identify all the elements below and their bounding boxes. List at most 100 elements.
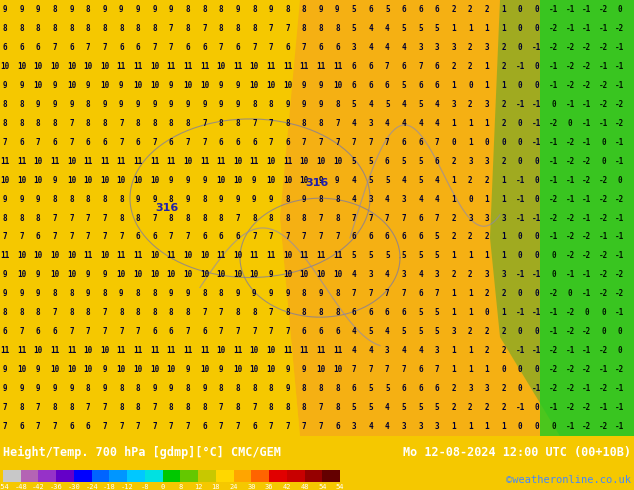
Text: 3: 3 <box>485 270 489 279</box>
Text: -18: -18 <box>103 484 116 490</box>
Text: -1: -1 <box>549 308 558 317</box>
Text: -1: -1 <box>582 100 592 109</box>
Text: 9: 9 <box>136 5 140 14</box>
Text: 6: 6 <box>285 138 290 147</box>
Text: 5: 5 <box>385 384 390 393</box>
Text: 5: 5 <box>435 232 439 242</box>
Text: 8: 8 <box>169 195 174 204</box>
Text: 9: 9 <box>252 289 257 298</box>
Text: 8: 8 <box>285 195 290 204</box>
Text: 8: 8 <box>53 119 57 128</box>
Text: 2: 2 <box>485 232 489 242</box>
Text: 7: 7 <box>335 232 340 242</box>
Text: 2: 2 <box>485 5 489 14</box>
Bar <box>269 470 287 482</box>
Text: 11: 11 <box>167 251 176 260</box>
Text: 0: 0 <box>534 157 539 166</box>
Text: 9: 9 <box>36 384 41 393</box>
Text: 7: 7 <box>235 214 240 222</box>
Text: 7: 7 <box>285 422 290 431</box>
Text: 8: 8 <box>86 5 91 14</box>
Text: 8: 8 <box>269 384 273 393</box>
Text: -1: -1 <box>549 403 558 412</box>
Text: 8: 8 <box>3 214 8 222</box>
Text: 3: 3 <box>352 422 356 431</box>
Text: 0: 0 <box>534 327 539 336</box>
Text: 6: 6 <box>418 365 423 374</box>
Text: 7: 7 <box>152 138 157 147</box>
Text: 8: 8 <box>285 214 290 222</box>
Text: 10: 10 <box>100 62 109 71</box>
Text: 9: 9 <box>318 176 323 185</box>
Text: 7: 7 <box>368 365 373 374</box>
Text: 0: 0 <box>534 24 539 33</box>
Text: 8: 8 <box>86 24 91 33</box>
Text: 7: 7 <box>119 232 124 242</box>
Text: -2: -2 <box>566 384 575 393</box>
Text: 9: 9 <box>186 195 190 204</box>
Text: 9: 9 <box>103 5 107 14</box>
Text: 10: 10 <box>200 81 209 90</box>
Text: 7: 7 <box>235 422 240 431</box>
Text: 2: 2 <box>451 214 456 222</box>
Bar <box>180 470 198 482</box>
Text: 2: 2 <box>485 327 489 336</box>
Text: -2: -2 <box>598 251 608 260</box>
Text: 8: 8 <box>169 403 174 412</box>
Text: 0: 0 <box>568 119 573 128</box>
Text: 10: 10 <box>167 365 176 374</box>
Text: -2: -2 <box>549 43 558 52</box>
Text: 8: 8 <box>235 119 240 128</box>
Text: 7: 7 <box>152 43 157 52</box>
Text: 8: 8 <box>318 119 323 128</box>
Text: 6: 6 <box>385 81 390 90</box>
Text: 10: 10 <box>233 157 242 166</box>
Text: -2: -2 <box>582 81 592 90</box>
Text: 8: 8 <box>136 308 140 317</box>
Text: -1: -1 <box>616 43 624 52</box>
Text: 1: 1 <box>451 365 456 374</box>
Text: 10: 10 <box>333 365 342 374</box>
Text: 4: 4 <box>435 195 439 204</box>
Text: 8: 8 <box>335 214 340 222</box>
Text: 2: 2 <box>501 327 506 336</box>
Text: 1: 1 <box>485 251 489 260</box>
Text: -42: -42 <box>32 484 45 490</box>
Text: -2: -2 <box>598 270 608 279</box>
Text: 10: 10 <box>67 81 76 90</box>
Text: 4: 4 <box>401 176 406 185</box>
Text: 11: 11 <box>283 346 292 355</box>
Text: 1: 1 <box>485 195 489 204</box>
Text: -1: -1 <box>549 5 558 14</box>
Text: 6: 6 <box>368 81 373 90</box>
Text: 6: 6 <box>352 232 356 242</box>
Text: 4: 4 <box>368 43 373 52</box>
Text: 6: 6 <box>3 43 8 52</box>
Text: 0: 0 <box>518 251 522 260</box>
Text: 10: 10 <box>200 270 209 279</box>
Text: 0: 0 <box>618 5 623 14</box>
Text: 8: 8 <box>318 24 323 33</box>
Text: 8: 8 <box>69 308 74 317</box>
Text: 9: 9 <box>269 289 273 298</box>
Text: 2: 2 <box>501 346 506 355</box>
Text: 7: 7 <box>269 308 273 317</box>
Text: 7: 7 <box>368 214 373 222</box>
Text: -2: -2 <box>582 43 592 52</box>
Text: 1: 1 <box>501 251 506 260</box>
Text: 0: 0 <box>551 270 556 279</box>
Text: 10: 10 <box>266 81 276 90</box>
Text: 7: 7 <box>103 403 107 412</box>
Text: -2: -2 <box>549 119 558 128</box>
Text: -2: -2 <box>598 43 608 52</box>
Text: -2: -2 <box>616 270 624 279</box>
Text: 48: 48 <box>301 484 309 490</box>
Text: -8: -8 <box>141 484 149 490</box>
Text: 4: 4 <box>352 327 356 336</box>
Text: 0: 0 <box>534 422 539 431</box>
Text: 8: 8 <box>252 24 257 33</box>
Text: 9: 9 <box>86 81 91 90</box>
Text: 8: 8 <box>53 5 57 14</box>
Text: -2: -2 <box>616 100 624 109</box>
Text: 7: 7 <box>219 43 223 52</box>
